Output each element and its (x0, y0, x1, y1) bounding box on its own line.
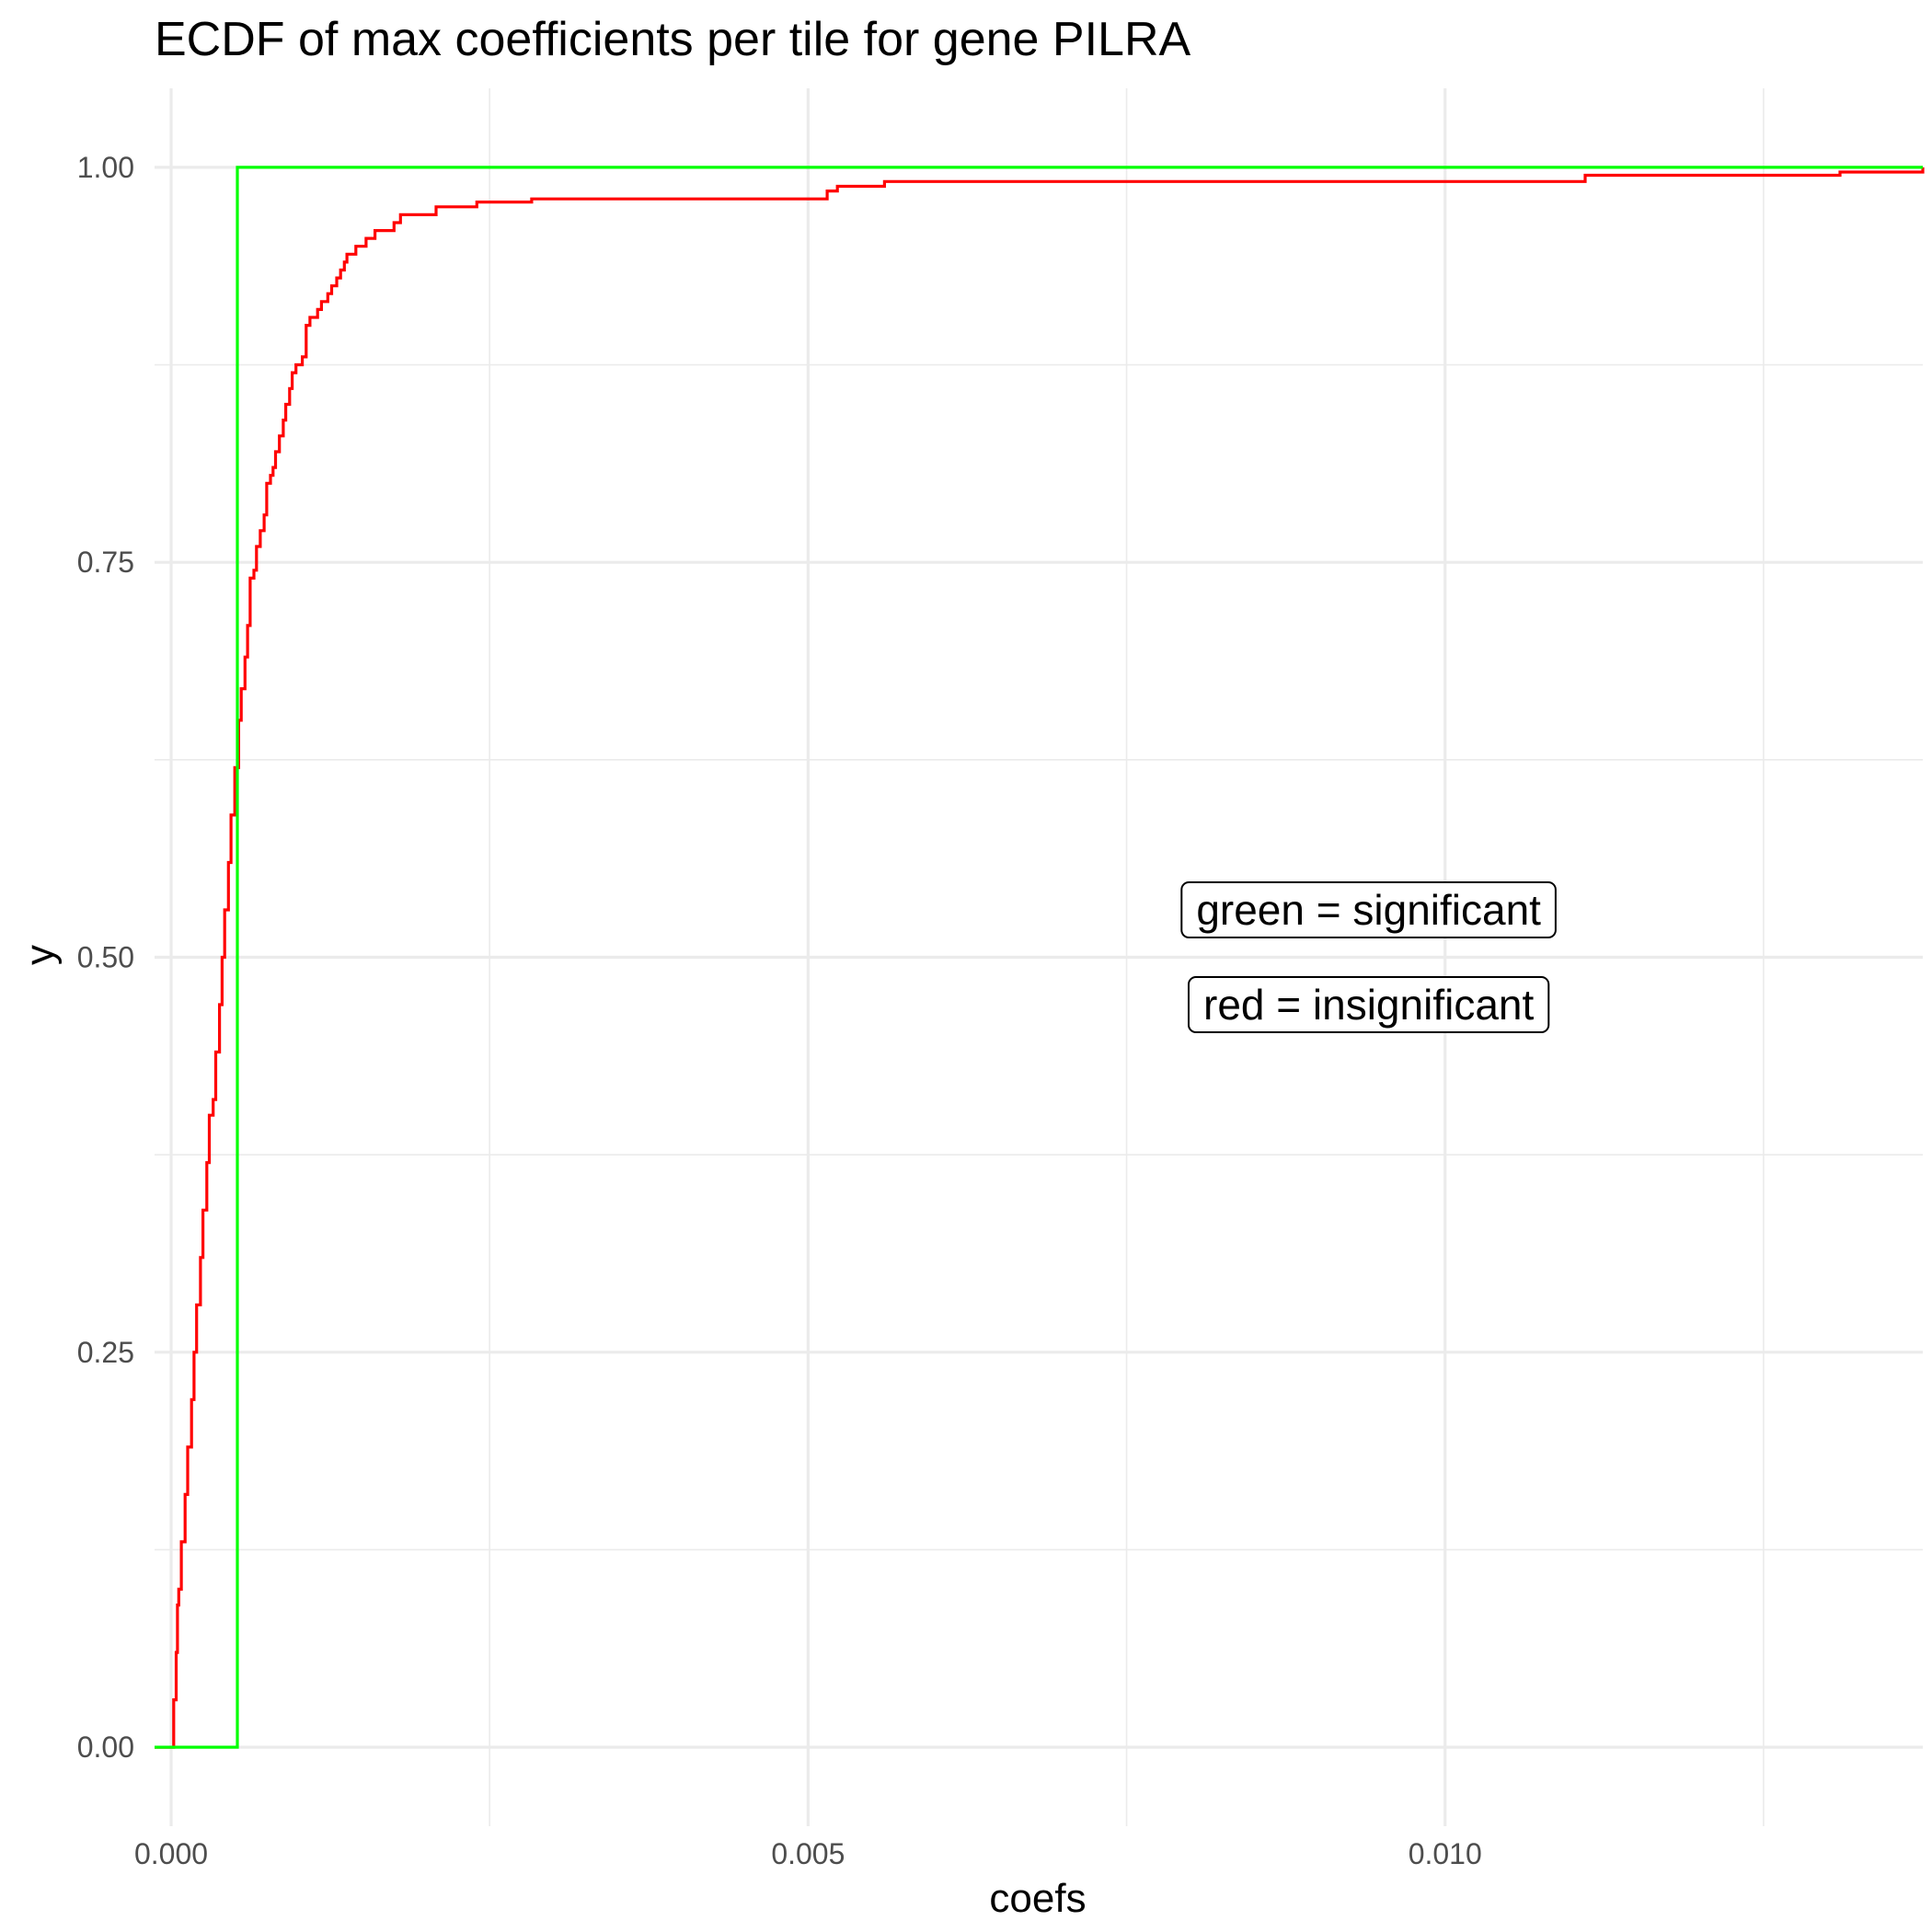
y-tick-label-3: 0.75 (77, 546, 134, 579)
annotation-significant-text: green = significant (1196, 886, 1541, 934)
x-tick-label-0: 0.000 (134, 1837, 208, 1870)
x-tick-label-1: 0.005 (771, 1837, 845, 1870)
x-axis-label: coefs (989, 1876, 1086, 1921)
tick-layer: 0.000 0.005 0.010 0.00 0.25 0.50 0.75 1.00 (77, 151, 1482, 1870)
x-tick-label-2: 0.010 (1409, 1837, 1482, 1870)
annotation-significant-box (1180, 881, 1557, 938)
annotation-significant: green = significant (1180, 881, 1557, 938)
grid-layer (155, 88, 1923, 1826)
chart-title: ECDF of max coefficients per tile for ge… (155, 13, 1191, 66)
ecdf-series-0-line (155, 167, 1925, 1749)
series-layer (155, 166, 1925, 1749)
y-axis-label: y (17, 945, 63, 965)
annotation-insignificant-box (1188, 976, 1550, 1033)
annotation-insignificant: red = insignificant (1188, 976, 1550, 1033)
y-tick-label-1: 0.25 (77, 1336, 134, 1369)
y-tick-label-0: 0.00 (77, 1731, 134, 1764)
y-tick-label-4: 1.00 (77, 151, 134, 184)
annotation-insignificant-text: red = insignificant (1203, 981, 1534, 1029)
ecdf-series-1-line (155, 166, 1923, 1749)
y-tick-label-2: 0.50 (77, 941, 134, 974)
